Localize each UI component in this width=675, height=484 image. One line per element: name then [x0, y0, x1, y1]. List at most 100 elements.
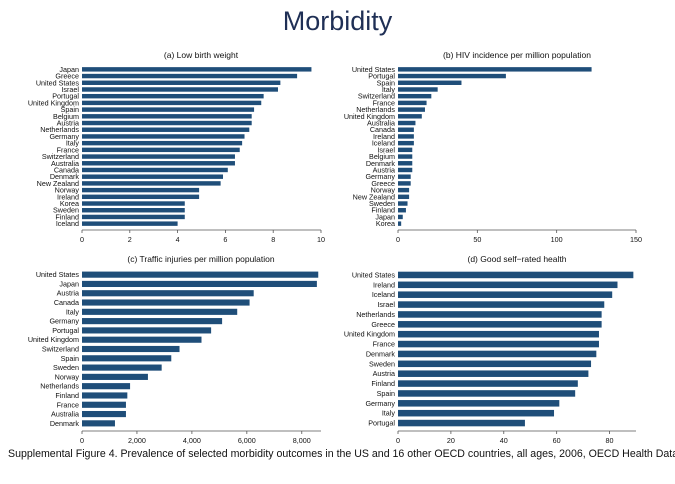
- bar: [82, 410, 126, 418]
- bar: [82, 107, 255, 112]
- bar: [82, 93, 264, 99]
- category-label: Denmark: [50, 419, 80, 428]
- category-label: Ireland: [57, 192, 79, 201]
- category-label: France: [373, 340, 395, 349]
- category-label: Ireland: [373, 280, 395, 289]
- bar: [82, 147, 240, 153]
- category-label: Israel: [377, 300, 395, 309]
- category-label: Sweden: [369, 359, 395, 368]
- x-tick-label: 150: [630, 235, 642, 244]
- category-label: Korea: [60, 199, 79, 208]
- category-label: Iceland: [372, 290, 395, 299]
- category-label: Ireland: [373, 132, 395, 141]
- bar: [82, 392, 128, 399]
- category-label: Netherlands: [40, 382, 79, 391]
- category-label: Netherlands: [356, 105, 395, 114]
- x-tick-label: 2: [128, 235, 132, 244]
- bar: [398, 201, 408, 206]
- bar: [398, 291, 613, 298]
- bar: [82, 140, 243, 146]
- bar: [82, 174, 224, 179]
- bar: [398, 140, 414, 146]
- category-label: Spain: [377, 389, 395, 398]
- category-label: United States: [352, 65, 396, 74]
- bar: [82, 299, 250, 306]
- bar: [398, 187, 410, 193]
- category-label: Italy: [66, 307, 80, 316]
- x-tick-label: 80: [606, 436, 614, 445]
- charts-canvas: (a) Low birth weight Japan Greece United S…: [28, 50, 642, 445]
- category-label: Switzerland: [42, 152, 79, 161]
- x-tick-label: 8,000: [293, 436, 311, 445]
- category-label: Austria: [57, 289, 79, 298]
- category-label: Italy: [382, 85, 396, 94]
- bar: [82, 318, 223, 325]
- category-label: Denmark: [50, 172, 80, 181]
- panel-title: (a) Low birth weight: [164, 50, 239, 60]
- category-label: Germany: [49, 317, 79, 326]
- category-label: United Kingdom: [28, 335, 79, 344]
- bar: [398, 127, 414, 132]
- x-tick-label: 6,000: [238, 436, 256, 445]
- bar: [82, 290, 254, 297]
- category-label: Finland: [371, 206, 395, 215]
- category-label: Canada: [370, 125, 395, 134]
- category-label: Norway: [55, 186, 80, 195]
- bar: [82, 336, 202, 343]
- bar: [82, 100, 262, 106]
- category-label: Portugal: [52, 92, 79, 101]
- category-label: Australia: [51, 410, 79, 419]
- bar: [398, 419, 525, 427]
- bar: [82, 67, 312, 72]
- panel-title: (d) Good self−rated health: [468, 254, 567, 264]
- category-label: Iceland: [56, 219, 79, 228]
- category-label: Belgium: [53, 112, 79, 121]
- category-label: Israel: [61, 85, 79, 94]
- bar: [398, 409, 555, 417]
- bar: [398, 360, 592, 368]
- x-tick-label: 6: [223, 235, 227, 244]
- category-label: Belgium: [369, 152, 395, 161]
- bar: [82, 167, 228, 173]
- figure-caption: Supplemental Figure 4. Prevalence of sel…: [8, 448, 675, 460]
- bar: [398, 114, 422, 119]
- category-label: United States: [36, 78, 80, 87]
- bar: [398, 134, 414, 139]
- category-label: United States: [36, 270, 80, 279]
- category-label: Greece: [371, 179, 395, 188]
- category-label: France: [57, 400, 79, 409]
- bar: [398, 321, 602, 328]
- bar: [398, 93, 432, 99]
- x-tick-label: 0: [80, 436, 84, 445]
- category-label: Switzerland: [42, 345, 79, 354]
- bar: [398, 380, 578, 387]
- category-label: Italy: [66, 139, 80, 148]
- category-label: Germany: [365, 399, 395, 408]
- panel-title: (c) Traffic injuries per million populat…: [127, 254, 275, 264]
- x-tick-label: 60: [553, 436, 561, 445]
- bar: [82, 327, 212, 334]
- bar: [82, 161, 235, 166]
- category-label: Austria: [373, 165, 395, 174]
- x-tick-label: 20: [447, 436, 455, 445]
- panel-hiv-incidence: (b) HIV incidence per million population…: [344, 50, 642, 244]
- bar: [398, 301, 605, 308]
- category-label: Germany: [365, 172, 395, 181]
- bar: [82, 401, 126, 408]
- bar: [398, 281, 618, 289]
- bar: [398, 370, 589, 377]
- bar: [82, 271, 319, 278]
- bar: [398, 87, 438, 92]
- category-label: Iceland: [372, 139, 395, 148]
- bar: [82, 308, 238, 315]
- category-label: Israel: [377, 145, 395, 154]
- category-label: Netherlands: [356, 310, 395, 319]
- bar: [398, 80, 462, 85]
- x-tick-label: 0: [80, 235, 84, 244]
- bar: [398, 181, 411, 186]
- bar: [82, 187, 200, 193]
- bar: [82, 127, 250, 132]
- category-label: Japan: [59, 65, 79, 74]
- bar: [82, 208, 185, 213]
